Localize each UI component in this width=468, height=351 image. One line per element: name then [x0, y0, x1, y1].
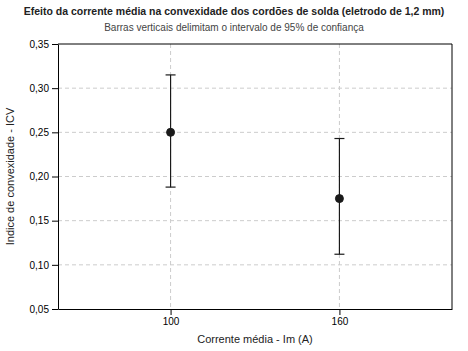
- grid-line: [58, 264, 452, 265]
- error-cap: [334, 138, 344, 139]
- plot-frame: [58, 44, 452, 45]
- plot-frame: [452, 44, 453, 309]
- tick-mark: [52, 221, 58, 222]
- subtitle: Barras verticais delimitam o intervalo d…: [104, 22, 364, 33]
- tick-mark: [52, 309, 58, 310]
- tick-label: 0,25: [30, 127, 50, 138]
- x-axis: 100 160: [59, 309, 453, 327]
- grid-line: [170, 44, 171, 309]
- tick-mark: [52, 177, 58, 178]
- tick-label: 160: [332, 316, 349, 327]
- tick-label: 0,20: [30, 171, 50, 182]
- tick-label: 0,05: [30, 304, 50, 315]
- tick: 0,20: [30, 171, 58, 182]
- tick: 0,30: [30, 83, 58, 94]
- tick: 0,35: [30, 39, 58, 50]
- error-cap: [334, 254, 344, 255]
- grid-line: [58, 132, 452, 133]
- grid: [58, 44, 452, 309]
- tick-label: 0,35: [30, 39, 50, 50]
- tick-label: 0,10: [30, 260, 50, 271]
- plot-area: 100 160 0,05 0,10 0,15 0,20 0,25 0,30 0,35: [30, 39, 453, 327]
- y-axis-title: Indice de convexidade - ICV: [4, 107, 16, 245]
- tick: 0,05: [30, 304, 58, 315]
- title: Efeito da corrente média na convexidade …: [24, 5, 445, 17]
- tick-mark: [339, 309, 340, 315]
- grid-line: [58, 176, 452, 177]
- marks: [166, 75, 345, 254]
- y-axis: 0,05 0,10 0,15 0,20 0,25 0,30 0,35: [30, 39, 59, 315]
- error-cap: [166, 187, 176, 188]
- chart: Efeito da corrente média na convexidade …: [0, 0, 468, 351]
- error-cap: [166, 74, 176, 75]
- tick-label: 100: [163, 316, 180, 327]
- grid-line: [58, 220, 452, 221]
- x-axis-title: Corrente média - Im (A): [197, 333, 313, 345]
- tick-mark: [52, 44, 58, 45]
- axis-line: [58, 45, 59, 310]
- tick: 0,15: [30, 215, 58, 226]
- point: [167, 128, 175, 136]
- axis-line: [59, 309, 453, 310]
- tick-mark: [52, 132, 58, 133]
- tick: 160: [332, 309, 349, 327]
- tick: 0,10: [30, 260, 58, 271]
- tick-label: 0,15: [30, 215, 50, 226]
- tick-mark: [52, 88, 58, 89]
- tick-label: 0,30: [30, 83, 50, 94]
- grid-line: [58, 88, 452, 89]
- tick: 100: [163, 309, 180, 327]
- tick: 0,25: [30, 127, 58, 138]
- point: [335, 195, 343, 203]
- grid-line: [339, 44, 340, 309]
- tick-mark: [171, 309, 172, 315]
- tick-mark: [52, 265, 58, 266]
